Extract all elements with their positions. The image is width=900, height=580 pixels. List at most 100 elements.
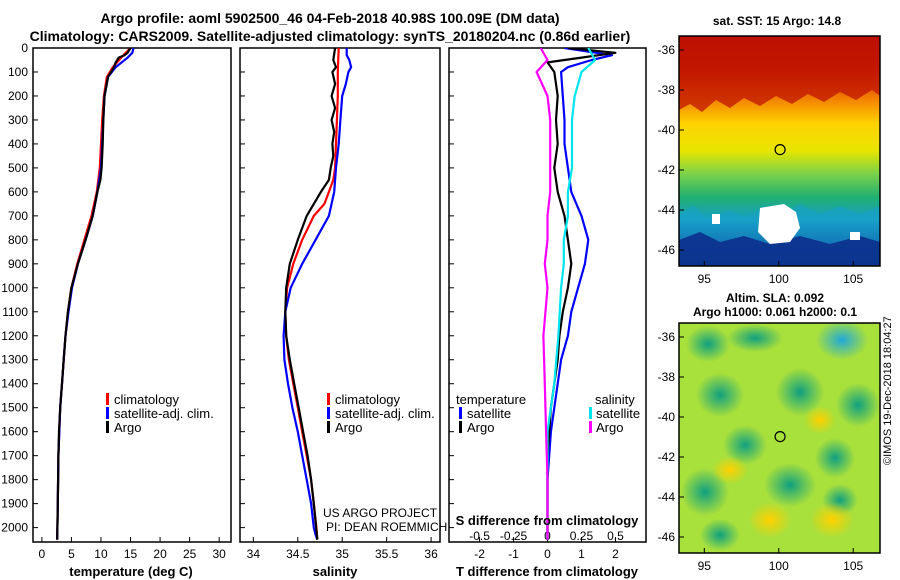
x-tick-label: 34 (247, 547, 261, 561)
map-y-tick-label: -42 (658, 450, 676, 464)
depth-tick-label: 600 (8, 185, 28, 199)
difference-line-s-argo (535, 48, 552, 540)
depth-tick-label: 1300 (1, 353, 28, 367)
sst-cold-band (679, 232, 880, 266)
depth-tick-label: 1600 (1, 425, 28, 439)
legend-swatch-s-argo (589, 421, 592, 433)
x-tick-label: 36 (424, 547, 438, 561)
header-line-2: Climatology: CARS2009. Satellite-adjuste… (30, 28, 631, 44)
depth-tick-label: 500 (8, 161, 28, 175)
temperature-line-argo (56, 48, 132, 540)
x-tick-label: 0 (39, 547, 46, 561)
legend-label-satellite: satellite-adj. clim. (114, 406, 214, 421)
temperature-line-climatology (56, 48, 132, 540)
cloud-mask (712, 214, 720, 224)
difference-x-label: T difference from climatology (456, 564, 639, 579)
legend-swatch-satellite (106, 407, 109, 419)
temperature-plot-frame (32, 47, 232, 543)
x-tick-label: 15 (124, 547, 138, 561)
map-x-tick-label: 105 (843, 559, 863, 573)
sst-map-title: sat. SST: 15 Argo: 14.8 (713, 14, 842, 28)
x-tick-label: 25 (183, 547, 197, 561)
sla-map-axes: 95 100 105 -36 -38 -40 -42 -44 -46 (658, 330, 864, 573)
salinity-series (282, 48, 353, 540)
depth-tick-label: 200 (8, 89, 28, 103)
sla-low-eddy (686, 326, 730, 362)
legend-label-argo: Argo (335, 420, 362, 435)
depth-tick-label: 1500 (1, 401, 28, 415)
temperature-series (56, 48, 135, 540)
legend-swatch-s-satellite (589, 407, 592, 419)
x-tick-label: 30 (212, 547, 226, 561)
depth-tick-label: 800 (8, 233, 28, 247)
legend-swatch-climatology (106, 393, 109, 405)
cloud-mask (850, 232, 860, 240)
temperature-x-label: temperature (deg C) (69, 564, 193, 579)
x-tick-label: 35.5 (375, 547, 399, 561)
x-tick-label: -2 (474, 547, 485, 561)
sst-map-frame (678, 35, 881, 267)
salinity-plot-frame (239, 47, 441, 543)
sst-warm-band (679, 36, 880, 112)
salinity-x-axis: 34 34.5 35 35.5 36 (247, 537, 438, 561)
x-tick-label: 34.5 (286, 547, 310, 561)
salinity-line-argo (284, 48, 338, 540)
sla-high-eddy (712, 456, 748, 484)
project-annotation-line-2: PI: DEAN ROEMMICH (326, 520, 447, 534)
x-tick-label: 20 (153, 547, 167, 561)
float-location-marker (774, 431, 786, 443)
depth-tick-label: 1400 (1, 377, 28, 391)
map-x-tick-label: 95 (698, 559, 712, 573)
map-y-tick-label: -40 (658, 123, 676, 137)
difference-legend: temperature salinity satellite Argo sate… (456, 392, 640, 435)
map-y-tick-label: -40 (658, 410, 676, 424)
difference-x-axis: -2 -1 0 1 2-0.5 -0.25 0 0.25 0.5 (469, 529, 624, 561)
sla-low-eddy (727, 324, 783, 352)
depth-tick-label: 100 (8, 65, 28, 79)
sla-map (679, 323, 880, 553)
sst-map (679, 36, 880, 266)
map-y-tick-label: -46 (658, 243, 676, 257)
legend-label-argo: Argo (114, 420, 141, 435)
header-line-1: Argo profile: aoml 5902500_46 04-Feb-201… (100, 10, 559, 26)
x-tick-label: -1 (508, 547, 519, 561)
imos-watermark: ©IMOS 19-Dec-2018 18:04:27 (882, 316, 894, 465)
salinity-x-label: salinity (313, 564, 359, 579)
sla-high-eddy (804, 406, 836, 434)
difference-line-t-satellite (546, 48, 614, 540)
temperature-x-axis: 0 5 10 15 20 25 30 (39, 537, 226, 561)
float-location-marker (774, 144, 786, 156)
map-x-tick-label: 105 (843, 272, 863, 286)
legend-swatch-t-argo (459, 421, 462, 433)
legend-swatch-argo (327, 421, 330, 433)
depth-tick-label: 900 (8, 257, 28, 271)
legend-title-temperature: temperature (456, 392, 526, 407)
x-tick-label: 0 (544, 547, 551, 561)
map-x-tick-label: 100 (769, 272, 789, 286)
depth-tick-label: 1900 (1, 497, 28, 511)
depth-tick-label: 300 (8, 113, 28, 127)
depth-tick-label: 700 (8, 209, 28, 223)
s-tick-label: -0.5 (469, 529, 490, 543)
depth-tick-label: 400 (8, 137, 28, 151)
sla-low-eddy (815, 438, 855, 478)
legend-label-s-argo: Argo (596, 420, 623, 435)
legend-label-s-satellite: satellite (596, 406, 640, 421)
sla-low-eddy (776, 368, 824, 416)
map-y-tick-label: -36 (658, 330, 676, 344)
sla-map-title-2: Argo h1000: 0.061 h2000: 0.1 (693, 305, 857, 319)
legend-label-satellite: satellite-adj. clim. (335, 406, 435, 421)
depth-tick-label: 1000 (1, 281, 28, 295)
depth-tick-label: 0 (21, 41, 28, 55)
s-tick-label: -0.25 (500, 529, 528, 543)
x-tick-label: 35 (336, 547, 350, 561)
depth-tick-label: 1100 (2, 305, 28, 319)
project-annotation-line-1: US ARGO PROJECT (323, 506, 438, 520)
difference-line-s-satellite (546, 48, 597, 540)
x-tick-label: 5 (68, 547, 75, 561)
sla-low-eddy (723, 425, 767, 465)
legend-swatch-argo (106, 421, 109, 433)
x-tick-label: 1 (578, 547, 585, 561)
depth-axis: 0 100 200 300 400 500 600 700 800 900 1000 1100 1200… (1, 41, 454, 535)
map-y-tick-label: -38 (658, 370, 676, 384)
